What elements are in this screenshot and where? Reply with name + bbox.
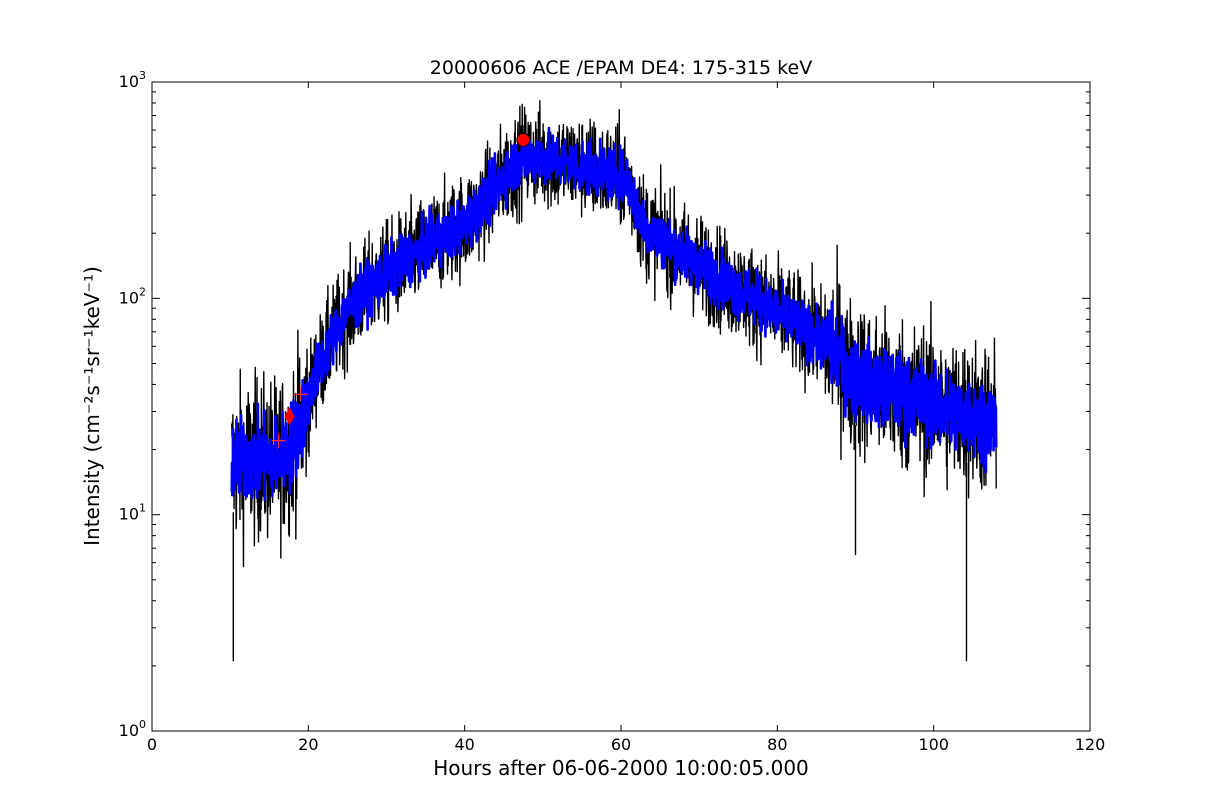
x-tick-label: 0 (147, 735, 157, 754)
y-axis-label: Intensity (cm⁻²s⁻¹sr⁻¹keV⁻¹) (80, 266, 104, 546)
series-layer (230, 100, 998, 662)
y-tick-base: 10 (119, 72, 139, 91)
y-tick-label: 101 (119, 502, 146, 524)
x-tick-label: 60 (611, 735, 631, 754)
y-tick-base: 10 (119, 721, 139, 740)
peak-marker (516, 132, 531, 147)
x-tick-label: 120 (1075, 735, 1106, 754)
series-smoothed-line (230, 126, 998, 501)
y-tick-exponent: 1 (139, 502, 146, 515)
x-axis-label: Hours after 06-06-2000 10:00:05.000 (433, 756, 809, 780)
y-tick-exponent: 2 (139, 285, 146, 298)
y-tick-exponent: 0 (139, 718, 146, 731)
x-tick-label: 80 (767, 735, 787, 754)
plus-marker (293, 387, 308, 402)
y-tick-exponent: 3 (139, 69, 146, 82)
y-tick-label: 103 (119, 69, 146, 91)
marker-layer (271, 132, 531, 448)
x-tick-label: 100 (918, 735, 949, 754)
onset-diamond-marker (284, 407, 295, 426)
chart-title: 20000606 ACE /EPAM DE4: 175-315 keV (430, 57, 812, 79)
y-tick-label: 100 (119, 718, 146, 740)
x-tick-labels: 0 20 40 60 80 100 120 (147, 735, 1105, 754)
x-tick-label: 40 (454, 735, 474, 754)
y-tick-base: 10 (119, 288, 139, 307)
tick-layer (151, 81, 1091, 732)
x-tick-label: 20 (298, 735, 318, 754)
y-tick-label: 102 (119, 285, 146, 307)
plus-marker (271, 433, 286, 448)
y-tick-base: 10 (119, 505, 139, 524)
